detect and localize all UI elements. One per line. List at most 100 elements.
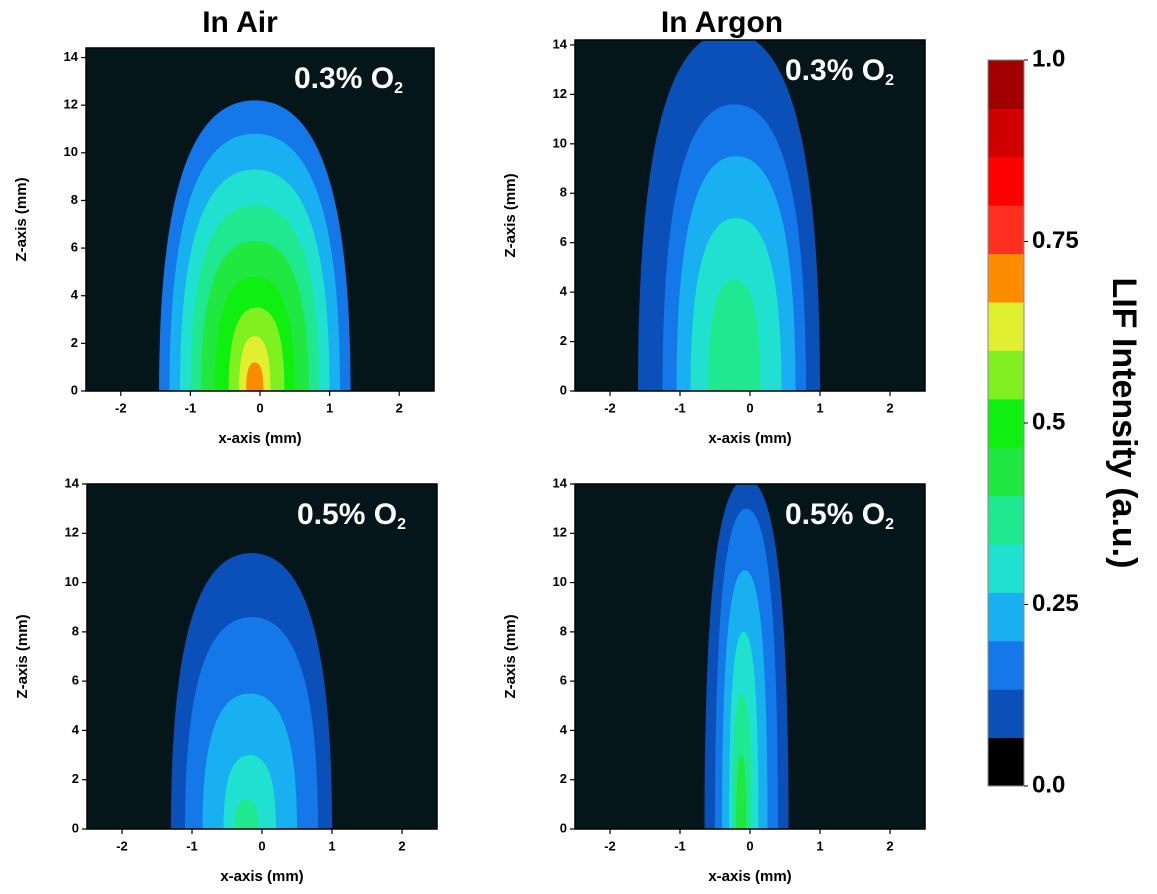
colorbar-tick-label: 1.0 — [1032, 45, 1065, 72]
x-tick-label: 1 — [816, 400, 823, 415]
annotation-subscript: 2 — [394, 80, 403, 97]
colorbar-label: LIF Intensity (a.u.) — [1105, 278, 1143, 569]
colorbar-band — [988, 689, 1024, 738]
x-tick-label: 2 — [396, 400, 403, 415]
x-tick-label: 1 — [328, 838, 335, 853]
y-tick-label: 12 — [64, 97, 78, 112]
colorbar-tick-label: 0.25 — [1032, 590, 1079, 617]
annotation-subscript: 2 — [397, 516, 406, 533]
column-title: In Air — [202, 6, 278, 39]
y-tick-label: 8 — [560, 623, 567, 638]
colorbar-band — [988, 496, 1024, 545]
x-tick-label: 0 — [256, 400, 263, 415]
y-tick-label: 14 — [64, 49, 79, 64]
colorbar-band — [988, 302, 1024, 351]
y-tick-label: 12 — [553, 86, 567, 101]
y-tick-label: 2 — [72, 771, 79, 786]
y-tick-label: 8 — [72, 623, 79, 638]
y-tick-label: 10 — [553, 135, 567, 150]
x-tick-label: 2 — [398, 838, 405, 853]
x-axis-label: x-axis (mm) — [220, 868, 303, 885]
y-axis-label: Z-axis (mm) — [14, 614, 31, 698]
figure: In Air In Argon -2-101202468101214x-axis… — [0, 0, 1157, 894]
colorbar-band — [988, 254, 1024, 303]
colorbar-tick-label: 0.75 — [1032, 227, 1079, 254]
annotation: 0.5% O2 — [785, 498, 894, 533]
x-tick-label: -2 — [604, 838, 616, 853]
y-tick-label: 12 — [553, 525, 567, 540]
y-tick-label: 14 — [553, 475, 568, 490]
annotation-text: 0.3% O — [294, 62, 394, 95]
y-tick-label: 4 — [560, 284, 568, 299]
y-tick-label: 12 — [65, 525, 79, 540]
x-tick-label: 2 — [886, 400, 893, 415]
x-tick-label: -1 — [674, 838, 686, 853]
x-tick-label: -2 — [115, 400, 127, 415]
x-tick-label: -1 — [185, 400, 197, 415]
x-tick-label: 1 — [326, 400, 333, 415]
x-tick-label: -2 — [604, 400, 616, 415]
colorbar-band — [988, 350, 1024, 399]
y-axis-label: Z-axis (mm) — [502, 614, 519, 698]
annotation: 0.3% O2 — [294, 62, 403, 97]
colorbar-band — [988, 157, 1024, 206]
colorbar-tick-label: 0.5 — [1032, 408, 1065, 435]
x-tick-label: -2 — [116, 838, 128, 853]
colorbar-band — [988, 108, 1024, 157]
colorbar-band — [988, 641, 1024, 690]
x-axis-label: x-axis (mm) — [218, 430, 301, 447]
annotation: 0.5% O2 — [297, 498, 406, 533]
x-tick-label: 2 — [886, 838, 893, 853]
y-tick-label: 2 — [71, 335, 78, 350]
y-tick-label: 0 — [72, 820, 79, 835]
y-tick-label: 0 — [560, 820, 567, 835]
y-tick-label: 0 — [560, 382, 567, 397]
colorbar-tick-label: 0.0 — [1032, 771, 1065, 798]
y-tick-label: 6 — [560, 673, 567, 688]
y-tick-label: 10 — [65, 574, 79, 589]
colorbar-band — [988, 592, 1024, 641]
y-tick-label: 8 — [71, 192, 78, 207]
y-tick-label: 4 — [560, 722, 568, 737]
annotation: 0.3% O2 — [785, 54, 894, 89]
y-tick-label: 8 — [560, 185, 567, 200]
y-tick-label: 2 — [560, 333, 567, 348]
y-axis-label: Z-axis (mm) — [13, 177, 30, 261]
x-axis-label: x-axis (mm) — [708, 868, 791, 885]
column-title: In Argon — [661, 6, 783, 39]
x-tick-label: -1 — [674, 400, 686, 415]
y-tick-label: 10 — [64, 144, 78, 159]
x-tick-label: 0 — [746, 838, 753, 853]
y-tick-label: 10 — [553, 574, 567, 589]
annotation-subscript: 2 — [885, 72, 894, 89]
y-tick-label: 14 — [553, 36, 568, 51]
colorbar-band — [988, 447, 1024, 496]
y-tick-label: 14 — [65, 475, 80, 490]
y-axis-label: Z-axis (mm) — [502, 173, 519, 257]
colorbar-band — [988, 205, 1024, 254]
y-tick-label: 6 — [72, 673, 79, 688]
colorbar-band — [988, 738, 1024, 787]
colorbar-band — [988, 544, 1024, 593]
colorbar-band — [988, 399, 1024, 448]
y-tick-label: 6 — [71, 240, 78, 255]
y-tick-label: 4 — [71, 287, 79, 302]
y-tick-label: 6 — [560, 234, 567, 249]
annotation-text: 0.3% O — [785, 54, 885, 87]
annotation-text: 0.5% O — [297, 498, 397, 531]
y-tick-label: 4 — [72, 722, 80, 737]
y-tick-label: 0 — [71, 382, 78, 397]
x-tick-label: 0 — [746, 400, 753, 415]
x-tick-label: 0 — [258, 838, 265, 853]
annotation-text: 0.5% O — [785, 498, 885, 531]
y-tick-label: 2 — [560, 771, 567, 786]
x-axis-label: x-axis (mm) — [708, 430, 791, 447]
x-tick-label: -1 — [186, 838, 198, 853]
annotation-subscript: 2 — [885, 516, 894, 533]
x-tick-label: 1 — [816, 838, 823, 853]
colorbar-band — [988, 60, 1024, 109]
